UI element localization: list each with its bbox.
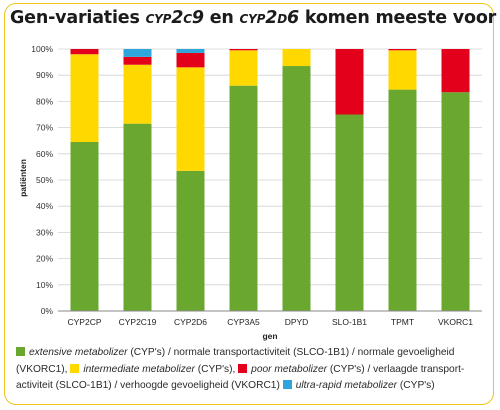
bar-segment-extensive — [282, 66, 311, 311]
bar-segment-poor — [229, 49, 258, 51]
legend-extensive-label: extensive metabolizer — [29, 347, 128, 358]
bar-segment-intermediate — [176, 67, 205, 171]
bar-segment-intermediate — [388, 50, 417, 90]
bar-segment-intermediate — [229, 50, 258, 86]
y-tick-label: 90% — [36, 70, 53, 80]
y-tick-label: 40% — [36, 201, 53, 211]
y-tick-label: 50% — [36, 175, 53, 185]
title-text-1: Gen-variaties — [10, 8, 146, 28]
bar-segment-extensive — [123, 123, 152, 311]
title-gene-2: cyp2d6 — [239, 8, 300, 28]
gridlines — [58, 48, 482, 286]
y-axis-ticks: 0% 10% 20% 30% 40% 50% 60% 70% 80% 90% 100% — [31, 44, 53, 316]
legend-ultra-label: ultra-rapid metabolizer — [295, 380, 398, 391]
y-tick-label: 60% — [36, 149, 53, 159]
bar-segment-poor — [388, 49, 417, 51]
legend-intermediate-label: intermediate metabolizer — [83, 363, 195, 375]
bar-segment-poor — [70, 49, 99, 55]
y-tick-label: 80% — [36, 96, 53, 106]
bar-segment-poor — [123, 56, 152, 65]
bar-segment-intermediate — [70, 54, 99, 143]
legend: extensive metabolizer (CYP's) / normale … — [16, 345, 486, 395]
bar-segment-ultra — [176, 49, 205, 53]
x-tick-label: CYP3A5 — [227, 317, 260, 327]
legend-extensive-text: (CYP's) / normale transportactiviteit (S… — [127, 347, 455, 358]
bar-segment-intermediate — [123, 64, 152, 124]
bar-segment-intermediate — [282, 49, 311, 67]
y-tick-label: 0% — [41, 306, 54, 316]
chart-title: Gen-variaties cyp2c9 en cyp2d6 komen mee… — [10, 8, 496, 28]
legend-poor-label: poor metabolizer — [251, 363, 328, 375]
bar-segment-ultra — [123, 49, 152, 57]
legend-line-1: extensive metabolizer (CYP's) / normale … — [16, 345, 486, 362]
bar-segment-extensive — [335, 114, 364, 311]
legend-swatch-poor — [238, 363, 248, 373]
y-tick-label: 20% — [36, 254, 53, 264]
bar-segment-extensive — [229, 85, 258, 312]
x-axis-ticks: CYP2CP CYP2C19 CYP2D6 CYP3A5 DPYD SLO-1B1 TPMT… — [67, 317, 473, 327]
legend-poor-text: (CYP's) / verlaagde transport- — [327, 363, 465, 375]
x-tick-label: TPMT — [391, 317, 414, 327]
legend-swatch-extensive — [16, 347, 25, 356]
title-gene-1: cyp2c9 — [145, 8, 204, 28]
y-tick-label: 30% — [36, 227, 53, 237]
y-tick-label: 10% — [36, 280, 53, 290]
y-axis-label: patiënten — [18, 159, 28, 197]
x-tick-label: DPYD — [285, 317, 309, 327]
x-tick-label: CYP2C19 — [119, 317, 157, 327]
y-tick-label: 100% — [31, 44, 53, 54]
legend-extensive-text-cont: (VKORC1), — [16, 363, 71, 375]
x-axis-label: gen — [262, 331, 277, 341]
bar-segment-poor — [441, 49, 470, 93]
bar-segment-extensive — [70, 142, 99, 311]
x-tick-label: CYP2D6 — [174, 317, 207, 327]
x-tick-label: VKORC1 — [438, 317, 473, 327]
y-tick-label: 70% — [36, 123, 53, 133]
bars — [70, 49, 470, 312]
bar-segment-extensive — [441, 92, 470, 311]
legend-swatch-ultra — [282, 380, 292, 389]
x-tick-label: CYP2CP — [67, 317, 101, 327]
title-text-3: komen meeste voor — [298, 8, 497, 28]
bar-segment-poor — [176, 52, 205, 68]
legend-intermediate-text: (CYP's), — [194, 363, 239, 375]
bar-segment-poor — [335, 49, 364, 115]
x-tick-label: SLO-1B1 — [332, 317, 367, 327]
bar-segment-extensive — [388, 89, 417, 311]
stacked-bar-chart: 0% 10% 20% 30% 40% 50% 60% 70% 80% 90% 100% CYP2CP… — [18, 44, 482, 341]
legend-ultra-text: (CYP's) — [397, 380, 435, 391]
legend-poor-text-cont: activiteit (SLCO-1B1) / verhoogde gevoel… — [16, 380, 283, 391]
legend-line-3: activiteit (SLCO-1B1) / verhoogde gevoel… — [16, 378, 486, 395]
legend-swatch-intermediate — [70, 363, 80, 373]
bar-segment-extensive — [176, 170, 205, 311]
legend-line-2: (VKORC1), intermediate metabolizer (CYP'… — [16, 362, 486, 379]
title-text-2: en — [203, 8, 240, 28]
